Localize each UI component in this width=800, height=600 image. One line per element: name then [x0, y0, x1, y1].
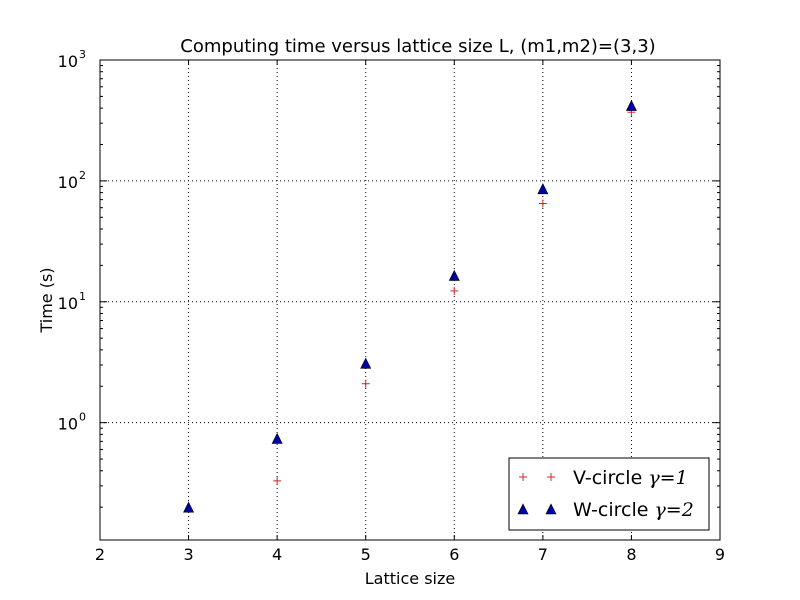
data-point-v-circle	[273, 476, 282, 485]
legend-math: γ=2	[654, 499, 693, 521]
legend-entry: V-circle γ=1	[519, 467, 688, 489]
chart-title: Computing time versus lattice size L, (m…	[180, 36, 655, 57]
y-tick-exponent: 3	[79, 48, 86, 61]
legend-marker	[517, 503, 529, 515]
y-tick-exponent: 2	[79, 169, 86, 182]
x-tick-label: 9	[715, 545, 725, 564]
data-point-w-circle	[448, 269, 460, 281]
data-marks	[183, 99, 637, 513]
legend-name: W-circle	[573, 499, 654, 521]
data-point-v-circle	[538, 199, 547, 208]
x-tick-label: 6	[449, 545, 459, 564]
x-tick-label: 2	[95, 545, 105, 564]
y-tick-exponent: 0	[79, 411, 86, 424]
data-point-w-circle	[625, 99, 637, 111]
y-axis-label: Time (s)	[37, 267, 56, 333]
legend: V-circle γ=1 W-circle γ=2	[508, 457, 710, 531]
y-tick-label: 10 2	[58, 169, 86, 192]
y-tick-base: 10	[58, 415, 78, 434]
x-axis-label: Lattice size	[365, 569, 455, 588]
y-tick-base: 10	[58, 294, 78, 313]
data-point-v-circle	[361, 379, 370, 388]
y-tick-label: 10 1	[58, 290, 86, 313]
legend-label: V-circle γ=1	[573, 467, 688, 489]
plot-frame	[99, 59, 721, 541]
x-tick-label: 3	[183, 545, 193, 564]
data-point-w-circle	[537, 183, 549, 195]
y-tick-label: 10 0	[58, 411, 86, 434]
data-point-v-circle	[450, 286, 459, 295]
grid	[100, 60, 720, 540]
y-tick-label: 10 3	[58, 48, 86, 71]
legend-marker	[545, 503, 557, 515]
x-tick-label: 4	[272, 545, 282, 564]
legend-marker	[519, 473, 527, 481]
y-tick-base: 10	[58, 173, 78, 192]
legend-marker	[547, 473, 555, 481]
x-tick-label: 7	[538, 545, 548, 564]
legend-box	[508, 457, 710, 531]
legend-math: γ=1	[648, 467, 687, 489]
data-point-w-circle	[271, 432, 283, 444]
data-point-w-circle	[360, 357, 372, 369]
legend-entry: W-circle γ=2	[517, 499, 694, 521]
x-tick-label: 8	[626, 545, 636, 564]
legend-label: W-circle γ=2	[573, 499, 694, 521]
data-point-w-circle	[183, 501, 195, 513]
x-tick-label: 5	[361, 545, 371, 564]
legend-name: V-circle	[573, 467, 648, 489]
y-tick-base: 10	[58, 52, 78, 71]
y-tick-exponent: 1	[79, 290, 86, 303]
